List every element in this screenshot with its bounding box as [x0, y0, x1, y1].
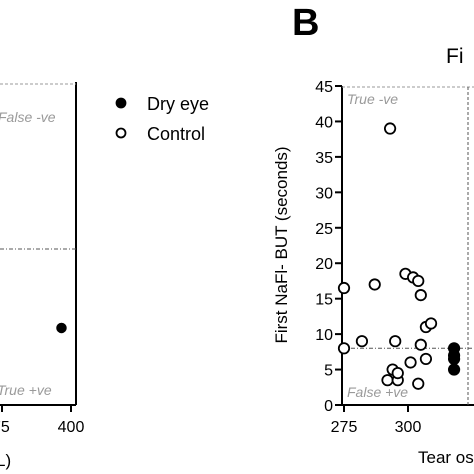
- right-quadrant-label-top: True -ve: [347, 91, 398, 107]
- right-quadrant-label-bottom: False +ve: [347, 384, 408, 400]
- control-point: [419, 352, 433, 366]
- legend-marker-control: [115, 127, 127, 139]
- control-point: [424, 317, 438, 330]
- control-point: [337, 281, 351, 295]
- control-point: [414, 338, 427, 351]
- control-point: [414, 289, 427, 302]
- right-plot-y-tick-label: 35: [315, 150, 333, 167]
- legend-label-control: Control: [147, 124, 205, 144]
- right-plot-y-tick-label: 30: [315, 185, 333, 202]
- right-plot-y-tick-label: 10: [315, 327, 333, 344]
- right-plot-y-tick-label: 5: [324, 363, 333, 380]
- right-plot-y-tick-label: 0: [324, 398, 333, 415]
- panel-title-fragment: Fi: [446, 45, 464, 68]
- legend-marker-dry-eye: [115, 97, 127, 109]
- right-plot-y-ticks: 0 5 10 15 20 25 30 35 40 45: [315, 79, 342, 415]
- right-panel: 0 5 10 15 20 25 30 35 40 45 275 300 True -ve False…: [272, 79, 474, 467]
- legend-label-dry-eye: Dry eye: [147, 94, 209, 114]
- control-point: [391, 366, 404, 380]
- panel-label: B: [292, 2, 319, 44]
- control-point: [381, 374, 394, 387]
- control-point: [389, 335, 402, 348]
- control-point: [412, 377, 425, 390]
- control-point: [368, 278, 381, 291]
- left-plot-x-tick-label: 75: [0, 419, 10, 436]
- dry-eye-point: [447, 352, 461, 366]
- left-plot-x-axis-label: L): [0, 451, 11, 470]
- right-plot-y-tick-label: 45: [315, 79, 333, 96]
- right-plot-y-tick-label: 20: [315, 256, 333, 273]
- right-plot-y-tick-label: 40: [315, 114, 333, 131]
- control-point: [355, 335, 369, 348]
- control-point: [383, 122, 397, 135]
- dry-eye-point: [56, 322, 67, 334]
- legend: Dry eye Control: [115, 94, 209, 144]
- dry-eye-point: [447, 363, 461, 376]
- right-plot-x-tick-label: 300: [395, 419, 422, 436]
- left-quadrant-label-top: False -ve: [0, 109, 56, 125]
- right-plot-y-axis-label: First NaFl- BUT (seconds): [272, 146, 291, 343]
- left-quadrant-label-bottom: True +ve: [0, 382, 52, 398]
- control-point: [412, 274, 425, 288]
- control-point: [404, 356, 417, 369]
- right-plot-x-tick-label: 275: [331, 419, 358, 436]
- control-point: [337, 342, 351, 355]
- right-plot-x-ticks: 275 300: [331, 405, 422, 436]
- right-plot-y-tick-label: 15: [315, 292, 333, 309]
- left-plot-x-tick-label: 400: [58, 419, 85, 436]
- right-plot-x-axis-label: Tear os: [418, 448, 474, 467]
- right-plot-points: [337, 122, 461, 390]
- left-panel: False -ve True +ve 75 400 L): [0, 82, 84, 470]
- left-plot-points: [56, 322, 67, 334]
- right-plot-y-tick-label: 25: [315, 221, 333, 238]
